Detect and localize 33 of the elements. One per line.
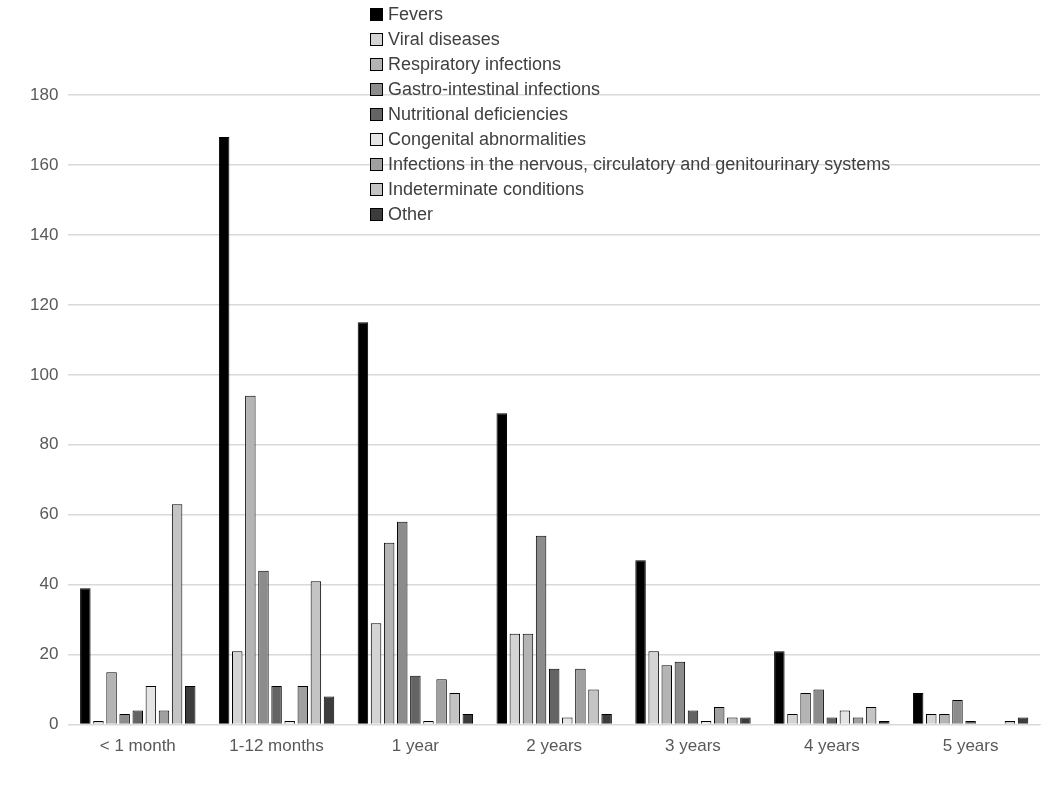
legend-label: Respiratory infections [388,53,562,76]
x-tick-label: 3 years [665,736,721,756]
legend-label: Nutritional deficiencies [388,103,569,126]
x-tick-label: 1-12 months [229,736,324,756]
x-tick-label: 1 year [391,736,440,756]
y-tick-label: 140 [29,224,59,244]
bar [218,136,230,724]
legend-label: Other [388,203,434,226]
y-tick-label: 40 [39,574,59,594]
x-tick-label: 5 years [942,736,999,756]
legend-label: Gastro-intestinal infections [388,78,601,101]
bar [774,651,785,724]
y-tick-label: 80 [39,434,59,454]
x-tick-label: 2 years [526,736,583,756]
legend-label: Viral diseases [388,28,500,51]
bar [496,413,507,724]
legend-label: Fevers [388,3,444,26]
y-tick-label: 100 [29,364,59,384]
legend-label: Congenital abnormalities [388,128,587,151]
x-tick-label: < 1 month [99,736,176,756]
y-tick-label: 180 [29,84,59,104]
y-tick-label: 160 [29,154,59,174]
bar [912,693,924,724]
y-tick-label: 20 [39,644,59,664]
bar [635,560,646,724]
legend-label: Indeterminate conditions [388,178,585,201]
y-tick-label: 60 [39,504,59,524]
x-tick-label: 4 years [803,736,860,756]
bar [357,322,369,724]
y-tick-label: 0 [48,714,59,734]
legend-label: Infections in the nervous, circulatory and genitourinary systems [388,153,891,176]
bar [80,588,91,724]
y-tick-label: 120 [29,294,59,314]
